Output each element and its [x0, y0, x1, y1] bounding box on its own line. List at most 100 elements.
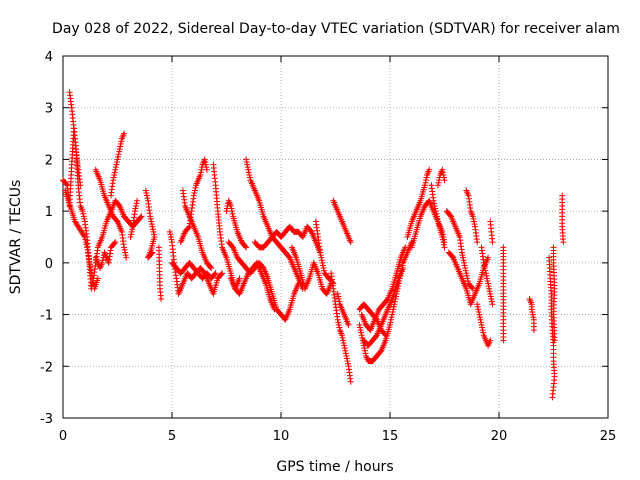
- data-point: [478, 321, 485, 328]
- data-point: [389, 308, 396, 315]
- grid: [63, 56, 608, 418]
- data-point: [388, 316, 395, 323]
- data-point: [166, 228, 173, 235]
- data-point: [345, 321, 352, 328]
- data-point: [318, 254, 325, 261]
- data-point: [486, 285, 493, 292]
- data-point: [115, 151, 122, 158]
- data-point: [487, 337, 494, 344]
- data-point: [129, 226, 136, 233]
- x-axis-label: GPS time / hours: [276, 459, 393, 475]
- data-point: [128, 231, 135, 238]
- data-point: [111, 169, 118, 176]
- data-point: [489, 301, 496, 308]
- data-point: [320, 265, 327, 272]
- data-point: [434, 215, 441, 222]
- data-point: [319, 259, 326, 266]
- data-point: [422, 177, 429, 184]
- data-point: [357, 324, 364, 331]
- data-point: [475, 306, 482, 313]
- data-point: [243, 159, 250, 166]
- data-point: [339, 332, 346, 339]
- y-tick-label: 2: [45, 153, 53, 168]
- y-tick-label: 3: [45, 102, 53, 117]
- data-point: [133, 202, 140, 209]
- data-point: [111, 240, 118, 247]
- data-point: [246, 174, 253, 181]
- data-point: [481, 265, 488, 272]
- data-point: [117, 143, 124, 150]
- data-point: [89, 275, 96, 282]
- data-point: [211, 271, 218, 278]
- data-point: [229, 210, 236, 217]
- data-point: [481, 262, 488, 269]
- y-tick-label: -2: [40, 360, 53, 375]
- data-point: [336, 298, 343, 305]
- data-point: [228, 208, 235, 215]
- y-axis-label: SDTVAR / TECUs: [8, 180, 24, 295]
- data-point: [79, 208, 86, 215]
- data-point: [482, 270, 489, 277]
- data-point: [115, 153, 122, 160]
- data-point: [245, 166, 252, 173]
- data-point: [530, 314, 537, 321]
- data-point: [197, 169, 204, 176]
- data-point: [317, 252, 324, 259]
- data-point: [464, 277, 471, 284]
- data-point: [208, 265, 215, 272]
- data-point: [390, 306, 397, 313]
- data-point: [94, 275, 101, 282]
- data-point: [347, 378, 354, 385]
- data-point: [168, 236, 175, 243]
- data-point: [387, 321, 393, 328]
- data-point: [203, 166, 210, 173]
- data-point: [243, 156, 250, 163]
- data-point: [484, 275, 491, 282]
- data-point: [123, 254, 130, 261]
- data-point: [191, 187, 198, 194]
- data-point: [426, 166, 433, 173]
- data-point: [476, 311, 483, 318]
- data-point: [439, 166, 446, 173]
- data-point: [488, 298, 495, 305]
- data-point: [227, 202, 234, 209]
- data-point: [342, 347, 349, 354]
- data-point: [219, 270, 226, 277]
- data-point: [434, 182, 441, 189]
- data-point: [197, 171, 204, 178]
- data-point: [340, 340, 347, 347]
- axis-ticks: 0 5 10 15 20 25 -3 -2 -1 0 1 2 3 4: [40, 50, 616, 444]
- data-point: [361, 347, 368, 354]
- data-point: [167, 231, 174, 238]
- data-point: [192, 184, 199, 191]
- data-point: [487, 290, 494, 297]
- data-point: [347, 239, 354, 246]
- data-point: [463, 272, 470, 279]
- data-point: [486, 288, 493, 295]
- data-point: [212, 270, 219, 277]
- data-point: [190, 192, 197, 199]
- data-point: [121, 244, 128, 251]
- x-tick-label: 10: [273, 429, 290, 444]
- data-point: [112, 164, 119, 171]
- data-point: [468, 284, 475, 291]
- data-point: [435, 179, 442, 186]
- chart-title: Day 028 of 2022, Sidereal Day-to-day VTE…: [52, 21, 620, 37]
- data-point: [439, 169, 446, 176]
- data-point: [319, 262, 326, 269]
- data-point: [243, 244, 250, 251]
- data-point: [432, 205, 439, 212]
- data-point: [147, 215, 154, 222]
- data-point: [460, 257, 467, 264]
- data-point: [488, 296, 495, 303]
- data-point: [431, 200, 438, 207]
- data-point: [439, 236, 446, 243]
- x-tick-label: 20: [491, 429, 508, 444]
- data-point: [474, 301, 481, 308]
- data-point: [81, 234, 88, 240]
- data-point: [362, 350, 369, 357]
- data-point: [191, 190, 198, 197]
- data-point: [114, 156, 121, 163]
- data-point: [143, 192, 150, 199]
